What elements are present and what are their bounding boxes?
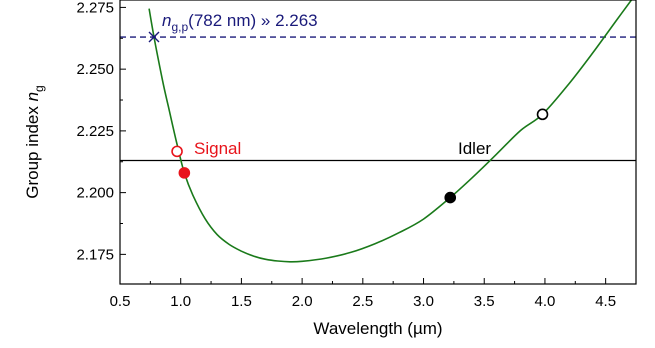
- x-tick-labels: 0.5 1.0 1.5 2.0 2.5 3.0 3.5 4.0 4.5: [110, 293, 617, 310]
- data-point: [536, 108, 549, 121]
- y-axis-title: Group index ng: [23, 85, 46, 199]
- x-tick-label: 0.5: [110, 293, 131, 310]
- pump-annotation: ng,p(782 nm) » 2.263: [162, 11, 318, 34]
- pump-marker: [148, 31, 160, 43]
- axis-ticks: [119, 6, 607, 284]
- data-points: [148, 31, 549, 204]
- data-point: [444, 191, 457, 204]
- x-tick-label: 3.0: [413, 293, 434, 310]
- y-tick-label: 2.275: [76, 0, 114, 16]
- y-tick-label: 2.200: [76, 185, 114, 202]
- plot-frame: [119, 0, 637, 285]
- x-tick-label: 2.5: [352, 293, 373, 310]
- x-tick-label: 4.5: [595, 293, 616, 310]
- idler-label: Idler: [458, 139, 491, 158]
- y-axis-title-main: Group index: [23, 101, 42, 198]
- x-tick-label: 1.0: [170, 293, 191, 310]
- y-axis-title-symbol: n: [23, 92, 42, 101]
- plot-area: [120, 0, 636, 263]
- group-index-curve: [148, 0, 633, 263]
- x-tick-label: 1.5: [231, 293, 252, 310]
- pump-annotation-symbol: n: [162, 11, 171, 30]
- data-point: [171, 145, 183, 158]
- y-axis-title-sub: g: [32, 85, 46, 92]
- x-tick-label: 3.5: [474, 293, 495, 310]
- x-tick-label: 2.0: [292, 293, 313, 310]
- x-tick-label: 4.0: [535, 293, 556, 310]
- signal-label: Signal: [194, 139, 241, 158]
- pump-annotation-text: (782 nm) » 2.263: [188, 11, 317, 30]
- y-tick-labels: 2.175 2.200 2.225 2.250 2.275: [76, 0, 114, 263]
- x-axis-title: Wavelength (µm): [313, 319, 442, 338]
- y-tick-label: 2.175: [76, 246, 114, 263]
- data-point: [178, 167, 191, 179]
- y-tick-label: 2.250: [76, 61, 114, 78]
- pump-annotation-sub: g,p: [171, 20, 188, 34]
- y-tick-label: 2.225: [76, 123, 114, 140]
